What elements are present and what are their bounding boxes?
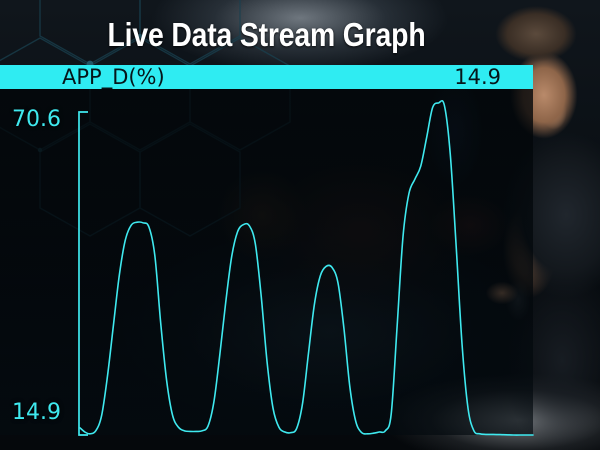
data-trace-line xyxy=(79,99,534,436)
legend-readout-bar: APP_D(%) 14.9 xyxy=(0,65,533,89)
data-stream-plot xyxy=(78,99,534,436)
y-axis-max-label: 70.6 xyxy=(12,107,61,132)
plot-backdrop-panel xyxy=(0,88,533,435)
page-title: Live Data Stream Graph xyxy=(107,16,426,53)
y-axis-spine xyxy=(78,111,88,436)
y-axis-min-label: 14.9 xyxy=(12,400,61,425)
legend-series-label: APP_D(%) xyxy=(62,65,165,89)
legend-current-value: 14.9 xyxy=(454,65,501,89)
